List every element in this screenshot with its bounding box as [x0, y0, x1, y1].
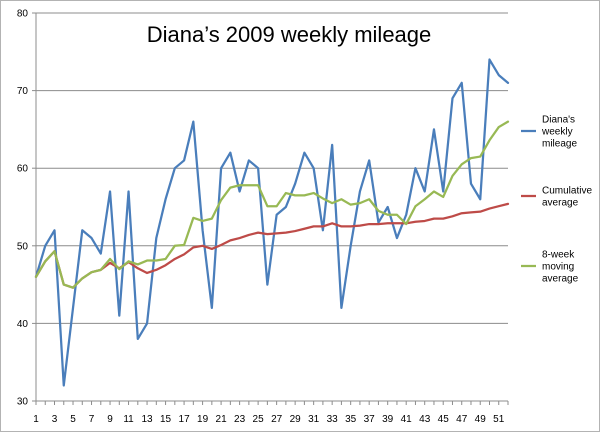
x-tick-label: 49	[475, 414, 487, 425]
axes	[35, 13, 508, 402]
x-tick-label: 25	[253, 414, 265, 425]
x-tick-label: 17	[179, 414, 191, 425]
chart-title: Diana’s 2009 weekly mileage	[147, 22, 432, 47]
x-tick-label: 33	[327, 414, 339, 425]
x-tick-label: 23	[234, 414, 246, 425]
x-tick-label: 15	[160, 414, 172, 425]
legend-line-text: weekly	[541, 127, 573, 138]
x-tick-label: 21	[216, 414, 228, 425]
x-tick-label: 7	[89, 414, 95, 425]
x-tick-labels: 1 3 5 7 9 11 13 15 17 19 21 23 25 27 29 31 33 35 37 39 41 43 4…	[33, 414, 505, 425]
legend-line-text: average	[542, 274, 579, 285]
legend-entry: Cumulative average	[542, 186, 592, 209]
x-tick-label: 9	[107, 414, 113, 425]
legend-line-text: Diana's	[542, 115, 575, 126]
x-tick-label: 35	[345, 414, 357, 425]
x-tick-label: 5	[70, 414, 76, 425]
legend-line-text: Cumulative	[542, 186, 592, 197]
legend-line-text: average	[542, 198, 579, 209]
x-tick-label: 11	[123, 414, 134, 425]
y-tick-label: 30	[17, 397, 29, 408]
y-tick-label: 40	[17, 319, 29, 330]
x-tick-label: 37	[364, 414, 376, 425]
x-tick-label: 51	[493, 414, 505, 425]
x-tick-label: 27	[271, 414, 283, 425]
series-lines	[34, 58, 510, 387]
legend-line-text: mileage	[542, 139, 577, 150]
series-line-moving-average	[34, 120, 510, 289]
x-tick-label: 47	[456, 414, 468, 425]
x-tick-label: 45	[438, 414, 450, 425]
x-tick-label: 1	[33, 414, 39, 425]
legend-line-text: 8-week	[542, 250, 575, 261]
legend-line-text: moving	[542, 262, 574, 273]
y-tick-label: 60	[17, 164, 29, 175]
x-tick-label: 31	[308, 414, 320, 425]
x-tick-label: 3	[52, 414, 58, 425]
x-tick-label: 41	[401, 414, 413, 425]
legend-entry: 8-week moving average	[542, 250, 579, 285]
series-line-weekly-mileage	[34, 58, 510, 387]
y-tick-label: 70	[17, 86, 29, 97]
x-tick-label: 29	[290, 414, 302, 425]
x-tick-label: 39	[382, 414, 394, 425]
y-tick-labels: 30 40 50 60 70 80	[17, 9, 29, 408]
y-tick-label: 50	[17, 241, 29, 252]
x-tick-label: 19	[197, 414, 209, 425]
x-tick-label: 13	[141, 414, 153, 425]
gridlines	[32, 12, 509, 405]
y-tick-label: 80	[17, 9, 29, 20]
x-tick-label: 43	[419, 414, 431, 425]
legend-entry: Diana's weekly mileage	[541, 115, 577, 150]
